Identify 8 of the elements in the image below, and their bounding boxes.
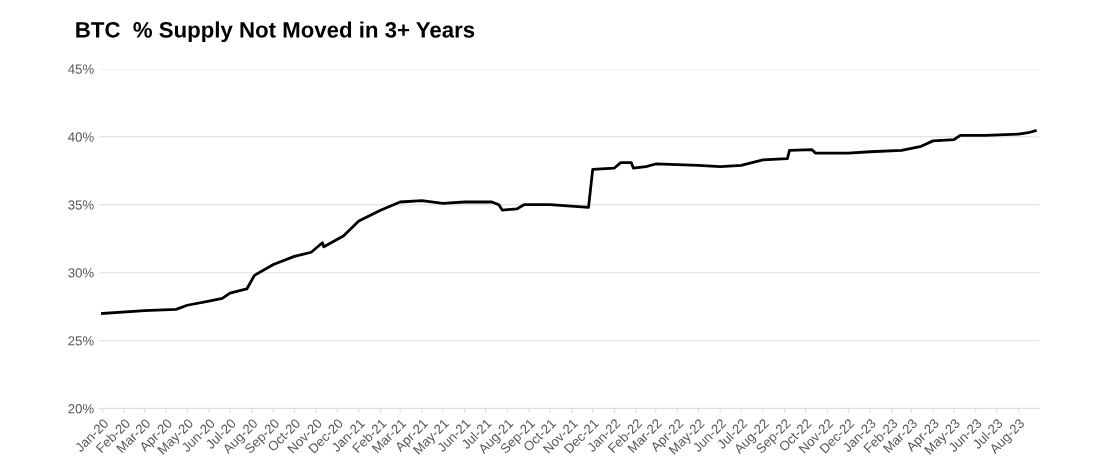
chart-title: BTC % Supply Not Moved in 3+ Years	[76, 21, 475, 43]
y-tick-label: 30%	[68, 268, 94, 278]
y-tick-label: 45%	[68, 64, 94, 74]
line-series	[101, 129, 1037, 315]
y-tick-label: 20%	[68, 404, 94, 414]
y-tick-label: 25%	[68, 336, 94, 346]
y-tick-label: 40%	[68, 132, 94, 142]
y-tick-label: 35%	[68, 200, 94, 210]
